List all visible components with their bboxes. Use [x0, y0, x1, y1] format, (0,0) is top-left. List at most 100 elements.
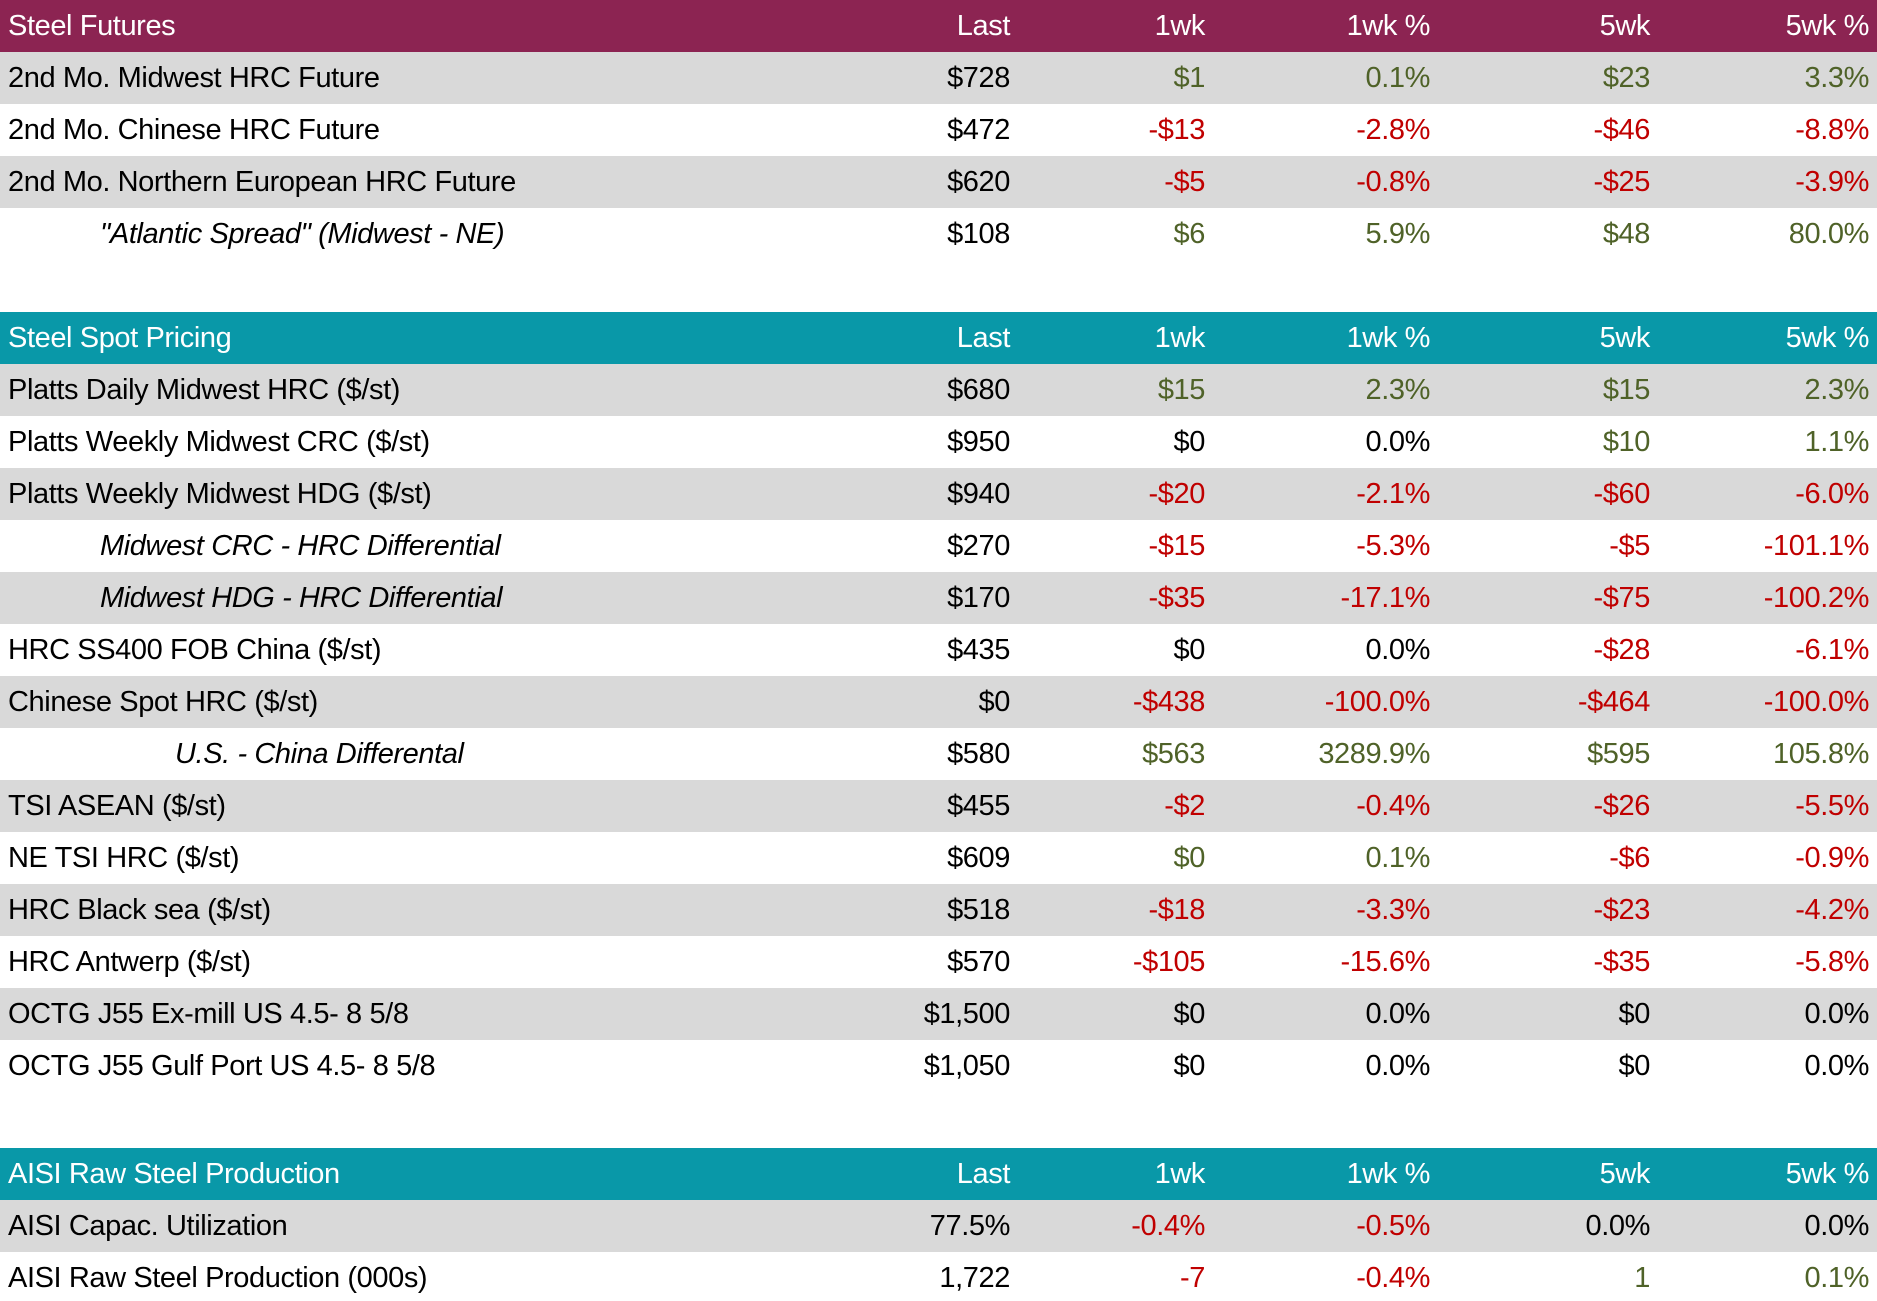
cell-1wk-pct: 0.0% — [1365, 426, 1431, 458]
cell-last: $1,500 — [923, 998, 1011, 1030]
cell-5wk: -$25 — [1593, 166, 1651, 198]
cell-5wk: -$23 — [1593, 894, 1651, 926]
column-header-1wk: 1wk — [1154, 10, 1206, 42]
cell-1wk-pct: 2.3% — [1365, 374, 1431, 406]
cell-last: $570 — [947, 946, 1010, 978]
table-row-atlantic-spread-midwest-ne: "Atlantic Spread" (Midwest - NE) $108 $6 5.… — [0, 208, 1877, 260]
cell-1wk: $1 — [1173, 62, 1206, 94]
cell-5wk: $595 — [1587, 738, 1650, 770]
column-header-1wk-pct: 1wk % — [1346, 1158, 1431, 1190]
row-label: Midwest HDG - HRC Differential — [100, 582, 503, 614]
cell-last: $609 — [947, 842, 1010, 874]
cell-5wk-pct: 80.0% — [1788, 218, 1870, 250]
column-header-1wk-pct: 1wk % — [1346, 322, 1431, 354]
cell-1wk-pct: -0.4% — [1356, 1262, 1430, 1294]
cell-1wk: -$2 — [1164, 790, 1205, 822]
cell-5wk-pct: 0.0% — [1804, 1210, 1870, 1242]
cell-1wk-pct: -100.0% — [1324, 686, 1431, 718]
table-row-2nd-mo-midwest-hrc-future: 2nd Mo. Midwest HRC Future $728 $1 0.1% $23 3… — [0, 52, 1877, 104]
row-label: NE TSI HRC ($/st) — [8, 842, 240, 874]
cell-1wk: -0.4% — [1131, 1210, 1205, 1242]
table-row-midwest-hdg-hrc-differential: Midwest HDG - HRC Differential $170 -$35 -1… — [0, 572, 1877, 624]
cell-last: $680 — [947, 374, 1010, 406]
cell-1wk-pct: 0.0% — [1365, 634, 1431, 666]
cell-1wk-pct: -2.1% — [1356, 478, 1430, 510]
table-row-hrc-black-sea-st: HRC Black sea ($/st) $518 -$18 -3.3% -$23 -4.… — [0, 884, 1877, 936]
row-label: TSI ASEAN ($/st) — [8, 790, 226, 822]
cell-5wk: -$28 — [1593, 634, 1651, 666]
aisi-raw-steel-production-header-row: AISI Raw Steel Production Last 1wk 1wk % 5wk… — [0, 1148, 1877, 1200]
cell-1wk-pct: -3.3% — [1356, 894, 1430, 926]
cell-1wk: $0 — [1173, 842, 1206, 874]
row-label: U.S. - China Differental — [175, 738, 464, 770]
cell-last: $728 — [947, 62, 1010, 94]
column-header-5wk-pct: 5wk % — [1785, 10, 1870, 42]
steel-futures-header-row: Steel Futures Last 1wk 1wk % 5wk 5wk % — [0, 0, 1877, 52]
cell-5wk-pct: 0.0% — [1804, 1050, 1870, 1082]
row-label: AISI Raw Steel Production (000s) — [8, 1262, 428, 1294]
cell-1wk: $0 — [1173, 1050, 1206, 1082]
table-row-tsi-asean-st: TSI ASEAN ($/st) $455 -$2 -0.4% -$26 -5.5% — [0, 780, 1877, 832]
cell-last: $108 — [947, 218, 1010, 250]
table-row-platts-daily-midwest-hrc-st: Platts Daily Midwest HRC ($/st) $680 $15 2.… — [0, 364, 1877, 416]
cell-last: $950 — [947, 426, 1010, 458]
cell-last: $1,050 — [923, 1050, 1011, 1082]
cell-5wk: -$60 — [1593, 478, 1651, 510]
cell-last: $0 — [978, 686, 1011, 718]
column-header-last: Last — [956, 322, 1011, 354]
cell-5wk-pct: -5.5% — [1795, 790, 1869, 822]
cell-5wk: $10 — [1602, 426, 1651, 458]
cell-5wk-pct: -6.1% — [1795, 634, 1869, 666]
cell-5wk-pct: -100.0% — [1763, 686, 1870, 718]
row-label: HRC Antwerp ($/st) — [8, 946, 251, 978]
cell-last: $472 — [947, 114, 1010, 146]
section-spacer — [0, 260, 1877, 312]
cell-1wk-pct: -0.5% — [1356, 1210, 1430, 1242]
cell-1wk-pct: -0.8% — [1356, 166, 1430, 198]
cell-1wk: -$15 — [1148, 530, 1206, 562]
cell-1wk-pct: -0.4% — [1356, 790, 1430, 822]
table-row-midwest-crc-hrc-differential: Midwest CRC - HRC Differential $270 -$15 -5… — [0, 520, 1877, 572]
cell-last: $455 — [947, 790, 1010, 822]
cell-5wk: -$75 — [1593, 582, 1651, 614]
cell-5wk-pct: -4.2% — [1795, 894, 1869, 926]
cell-1wk-pct: 3289.9% — [1318, 738, 1430, 770]
cell-1wk: -$18 — [1148, 894, 1206, 926]
row-label: 2nd Mo. Chinese HRC Future — [8, 114, 380, 146]
table-row-aisi-raw-steel-production-000s: AISI Raw Steel Production (000s) 1,722 -7 -… — [0, 1252, 1877, 1301]
table-row-platts-weekly-midwest-hdg-st: Platts Weekly Midwest HDG ($/st) $940 -$20… — [0, 468, 1877, 520]
row-label: Platts Weekly Midwest CRC ($/st) — [8, 426, 430, 458]
cell-5wk: $0 — [1618, 998, 1651, 1030]
row-label: AISI Capac. Utilization — [8, 1210, 288, 1242]
cell-5wk: -$26 — [1593, 790, 1651, 822]
table-row-aisi-capac-utilization: AISI Capac. Utilization 77.5% -0.4% -0.5% 0.… — [0, 1200, 1877, 1252]
section-title: AISI Raw Steel Production — [8, 1158, 340, 1190]
table-row-u-s-china-differental: U.S. - China Differental $580 $563 3289.9% $… — [0, 728, 1877, 780]
cell-1wk-pct: -17.1% — [1340, 582, 1431, 614]
cell-last: $620 — [947, 166, 1010, 198]
cell-1wk-pct: 5.9% — [1365, 218, 1431, 250]
row-label: Midwest CRC - HRC Differential — [100, 530, 501, 562]
cell-5wk-pct: -101.1% — [1763, 530, 1870, 562]
cell-5wk-pct: 1.1% — [1804, 426, 1870, 458]
row-label: HRC SS400 FOB China ($/st) — [8, 634, 382, 666]
cell-1wk-pct: -2.8% — [1356, 114, 1430, 146]
cell-1wk: $15 — [1157, 374, 1206, 406]
cell-5wk-pct: -3.9% — [1795, 166, 1869, 198]
section-title: Steel Futures — [8, 10, 176, 42]
cell-1wk: -$105 — [1132, 946, 1206, 978]
cell-1wk-pct: 0.1% — [1365, 62, 1431, 94]
cell-1wk: -7 — [1180, 1262, 1205, 1294]
cell-5wk: 1 — [1634, 1262, 1650, 1294]
cell-1wk: $563 — [1142, 738, 1205, 770]
row-label: HRC Black sea ($/st) — [8, 894, 271, 926]
cell-last: $580 — [947, 738, 1010, 770]
column-header-5wk-pct: 5wk % — [1785, 322, 1870, 354]
cell-5wk: 0.0% — [1585, 1210, 1651, 1242]
cell-1wk: -$20 — [1148, 478, 1206, 510]
column-header-5wk: 5wk — [1599, 322, 1651, 354]
aisi-raw-steel-production-table: AISI Raw Steel Production Last 1wk 1wk % 5wk… — [0, 1148, 1877, 1301]
column-header-5wk: 5wk — [1599, 1158, 1651, 1190]
cell-1wk: $0 — [1173, 426, 1206, 458]
